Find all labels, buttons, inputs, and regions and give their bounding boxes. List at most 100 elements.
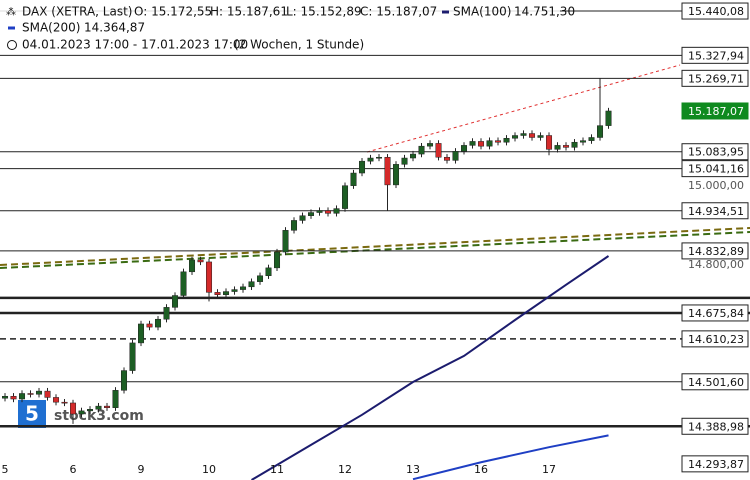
trendline [0,231,750,269]
price-label-box [681,455,749,473]
ohlc-close: C: 15.187,07 [360,5,437,19]
legend-name: SMA(100) [453,5,511,19]
candle-body [401,157,408,165]
legend-value: 14.364,87 [84,21,145,35]
price-label: 15.327,94 [688,49,744,62]
candle-body [571,141,578,148]
candle-body [10,395,17,400]
price-label: 14.832,89 [688,245,744,258]
candle-body [384,156,391,186]
candle-body [61,401,68,404]
candle-body [70,402,77,415]
candle-body [444,156,451,161]
logo-mark: 5 [25,402,39,426]
trendline [0,227,750,266]
candle-body [529,133,536,138]
candle-body [189,259,196,273]
candle-body [350,172,357,186]
candle-body [520,133,527,136]
candle-body [512,135,519,139]
candle-body [427,143,434,147]
candle-body [121,370,128,391]
candle-body [299,215,306,221]
price-label: 14.610,23 [688,333,744,346]
sma-line [251,255,610,480]
price-label: 14.675,84 [688,307,744,320]
x-tick-label: 13 [406,463,420,476]
price-label: 14.800,00 [688,258,744,271]
candle-body [333,208,340,214]
candle-body [19,393,26,400]
price-label: 15.083,95 [688,146,744,159]
price-label-box [681,46,749,64]
price-label-box [681,304,749,322]
header: ⁂ DAX (XETRA, Last) O: 15.172,55 H: 15.1… [0,0,575,54]
candle-body [197,259,204,263]
candle-body [172,295,179,308]
candle-body [265,267,272,277]
price-label: 14.388,98 [688,420,744,433]
candle-body [469,141,476,146]
candle-body [53,397,60,403]
candle-body [495,140,502,143]
candle-body [486,140,493,147]
candle-body [163,307,170,320]
candle-body [452,151,459,161]
price-label: 14.934,51 [688,205,744,218]
candle-body [418,145,425,155]
candle-body [214,292,221,295]
price-label: 15.041,16 [688,163,744,176]
price-label-box [681,102,749,120]
candle-body [461,145,468,152]
candle-body [274,251,281,269]
candle-body [359,160,366,174]
legend-name: SMA(200) [22,21,80,35]
candle-body [257,275,264,282]
candle-body [206,261,213,293]
candle-body [282,230,289,253]
candle-body [291,220,298,231]
x-tick-label: 10 [202,463,216,476]
candle-body [580,140,587,143]
candle-body [410,153,417,159]
candle-body [180,271,187,296]
candle-body [376,156,383,159]
candle-body [36,390,43,395]
candle-body [316,210,323,213]
watermark: stock3.com [54,408,144,424]
price-label-box [681,143,749,161]
candle-body [325,210,332,214]
price-label-box [681,160,749,178]
candle-body [231,289,238,292]
interval: (2 Wochen, 1 Stunde) [234,38,364,52]
x-tick-label: 12 [338,463,352,476]
price-label: 14.501,60 [688,376,744,389]
price-label-box [681,373,749,391]
price-label: 14.293,87 [688,458,744,471]
x-tick-label: 5 [2,463,9,476]
price-label-box [681,2,749,20]
logo [18,400,46,428]
price-label: 15.269,71 [688,72,744,85]
x-tick-label: 11 [270,463,284,476]
candle-body [546,135,553,150]
candle-body [112,390,119,408]
header-bg [0,0,560,54]
candle-body [95,405,102,410]
sma-line [412,434,609,480]
x-tick-label: 17 [542,463,556,476]
candle-body [367,157,374,162]
candle-body [138,323,145,344]
trendline [366,64,681,153]
candle-body [554,145,561,150]
candle-body [308,212,315,216]
x-tick-label: 6 [70,463,77,476]
ohlc-low: L: 15.152,89 [286,5,362,19]
candle-body [44,390,51,398]
candle-body [537,135,544,138]
x-tick-label: 9 [138,463,145,476]
candle-body [240,286,247,290]
candle-body [78,410,85,415]
candle-body [563,145,570,148]
